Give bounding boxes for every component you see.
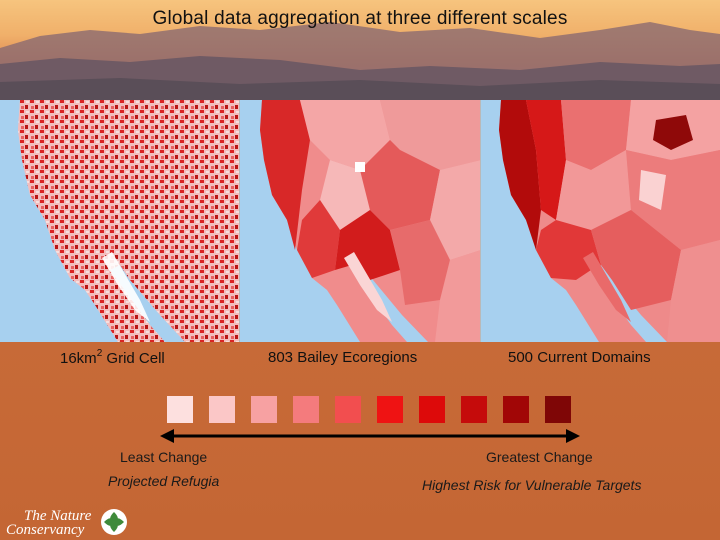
projected-refugia-label: Projected Refugia [108,473,220,489]
logo-text-line2: Conservancy [6,522,85,538]
nature-conservancy-logo: The Nature Conservancy [4,506,134,540]
map-label-rest: Grid Cell [102,350,165,367]
scale-swatch [167,396,193,423]
scale-swatch [293,396,319,423]
map-comparison [0,100,720,342]
greatest-change-label: Greatest Change [486,449,593,465]
scale-swatch [251,396,277,423]
map-label-grid-cell: 16km2 Grid Cell [60,348,165,367]
highest-risk-label: Highest Risk for Vulnerable Targets [422,477,642,493]
logo-text-line1: The Nature [24,508,92,524]
color-scale [167,396,577,424]
least-change-label: Least Change [120,449,208,465]
scale-swatch [503,396,529,423]
map-label-superscript: 2 [96,348,103,359]
map-label-domains: 500 Current Domains [508,349,651,366]
map-domains [481,100,720,342]
scale-swatch [419,396,445,423]
mountain-sky-banner [0,0,720,100]
scale-swatch [377,396,403,423]
map-label-main: 16km [60,350,97,367]
map-label-ecoregions: 803 Bailey Ecoregions [268,349,418,366]
leaf-icon [101,509,127,535]
scale-swatch [209,396,235,423]
scale-swatch [335,396,361,423]
slide-title: Global data aggregation at three differe… [152,8,568,29]
double-arrow-icon [160,429,580,443]
scale-swatch [461,396,487,423]
scale-swatch [545,396,571,423]
map-ecoregions [240,100,481,342]
map-grid-cell [0,100,240,342]
